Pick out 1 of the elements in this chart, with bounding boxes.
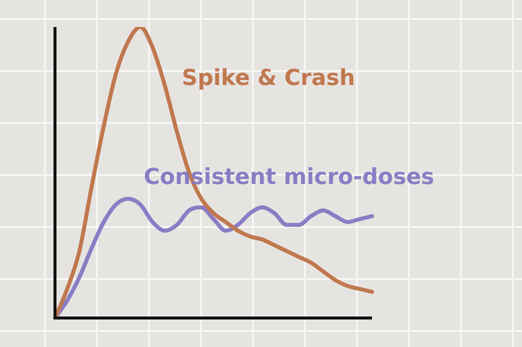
- series-label: Spike & Crash: [182, 66, 356, 92]
